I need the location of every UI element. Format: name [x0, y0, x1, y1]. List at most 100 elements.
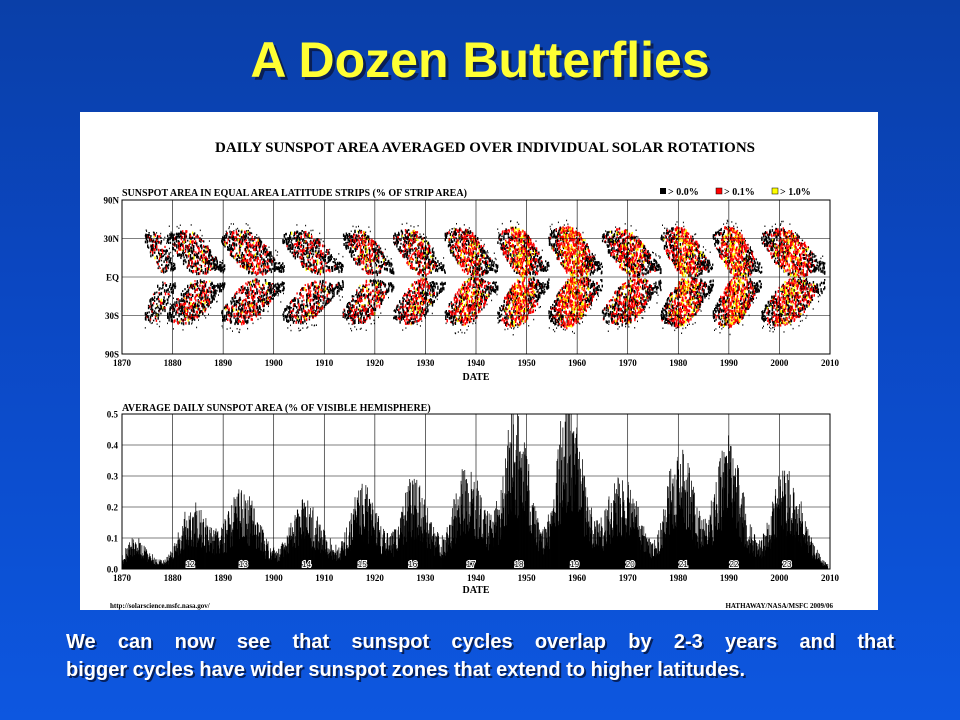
butterfly-mark-1571: [244, 302, 247, 306]
butterfly-mark-893: [200, 241, 202, 243]
butterfly-mark-3094: [348, 242, 350, 246]
butterfly-mark-1612: [246, 283, 248, 286]
butterfly-mark-439: [177, 253, 179, 257]
butterfly-mark-695: [190, 283, 193, 286]
butterfly-mark-1132: [214, 289, 217, 293]
butterfly-mark-1851: [256, 305, 258, 310]
butterfly-mark-2796: [318, 268, 320, 271]
butterfly-mark-916: [201, 294, 203, 298]
butterfly-mark-2090: [270, 285, 272, 288]
butterfly-mark-1967: [262, 298, 264, 301]
butterfly-mark-2230: [286, 318, 288, 323]
butterfly-mark-2538: [306, 318, 308, 322]
butterfly-mark-696: [190, 296, 193, 299]
butterfly-mark-3703: [377, 300, 379, 304]
butterfly-mark-1352: [233, 300, 236, 303]
butterfly-mark-4819: [452, 252, 455, 254]
butterfly-mark-4142: [411, 301, 413, 305]
butterfly-mark-1725: [250, 318, 253, 321]
butterfly-mark-2648: [311, 298, 313, 302]
butterfly-mark-1541: [243, 263, 246, 267]
butterfly-mark-619: [187, 306, 189, 309]
butterfly-mark-1025: [207, 270, 209, 273]
butterfly-mark-547: [183, 237, 185, 241]
butterfly-mark-1959: [262, 263, 264, 266]
butterfly-mark-3888: [397, 304, 399, 308]
butterfly-mark-1105: [212, 291, 214, 294]
butterfly-mark-1846: [256, 234, 258, 236]
butterfly-mark-3980: [404, 319, 406, 322]
butterfly-mark-4919: [457, 239, 459, 241]
butterfly-mark-1037: [207, 304, 209, 308]
butterfly-mark-4228: [414, 303, 417, 306]
butterfly-mark-4811: [452, 244, 454, 247]
butterfly-mark-1358: [234, 255, 236, 258]
butterfly-mark-1926: [260, 242, 262, 246]
butterfly-mark-252: [164, 258, 167, 261]
butterfly-mark-1058: [208, 260, 211, 263]
butterfly-mark-2313: [293, 243, 296, 246]
butterfly-mark-2580: [308, 243, 310, 246]
butterfly-mark-221: [162, 281, 164, 284]
butterfly-mark-4596: [429, 255, 432, 258]
butterfly-mark-1469: [240, 244, 243, 247]
butterfly-mark-1511: [242, 319, 244, 324]
butterfly-mark-573: [184, 254, 187, 257]
butterfly-mark-1577: [245, 259, 247, 263]
butterfly-mark-2714: [314, 271, 316, 274]
butterfly-mark-222: [162, 286, 164, 289]
butterfly-mark-1940: [261, 270, 263, 274]
butterfly-mark-535: [182, 262, 185, 266]
butterfly-mark-92: [153, 236, 155, 238]
butterfly-mark-1971: [263, 265, 265, 267]
butterfly-mark-2391: [298, 236, 301, 240]
butterfly-mark-2280: [290, 329, 292, 332]
butterfly-mark-4721: [443, 257, 445, 259]
butterfly-mark-4434: [422, 239, 424, 243]
butterfly-mark-1615: [246, 311, 248, 315]
butterfly-mark-3838: [390, 258, 392, 260]
butterfly-mark-4859: [454, 304, 457, 308]
butterfly-mark-2054: [268, 270, 270, 272]
butterfly-mark-305: [170, 268, 172, 272]
butterfly-mark-368: [170, 316, 172, 319]
butterfly-mark-512: [181, 249, 183, 251]
butterfly-mark-273: [166, 249, 168, 252]
butterfly-mark-402: [173, 319, 175, 324]
butterfly-mark-1: [144, 240, 147, 244]
butterfly-mark-428: [176, 246, 178, 249]
butterfly-mark-1997: [264, 262, 266, 266]
butterfly-mark-1436: [238, 238, 241, 241]
butterfly-mark-1507: [242, 264, 244, 267]
butterfly-mark-2712: [314, 270, 316, 272]
butterfly-mark-2126: [273, 290, 276, 293]
butterfly-mark-151: [157, 267, 159, 270]
butterfly-mark-1036: [207, 294, 209, 297]
butterfly-mark-31: [147, 318, 150, 322]
butterfly-mark-2303: [292, 299, 294, 302]
butterfly-mark-2861: [322, 302, 324, 305]
butterfly-mark-3132: [350, 319, 353, 322]
butterfly-mark-2372: [297, 308, 299, 313]
butterfly-mark-635: [187, 288, 190, 292]
butterfly-mark-871: [198, 307, 201, 311]
butterfly-mark-2330: [294, 256, 296, 260]
butterfly-mark-1885: [258, 298, 260, 301]
butterfly-mark-1849: [256, 260, 258, 263]
butterfly-mark-1568: [244, 236, 247, 239]
butterfly-mark-2224: [285, 232, 287, 236]
butterfly-mark-3793: [384, 283, 387, 286]
butterfly-mark-1142: [216, 264, 218, 268]
butterfly-mark-1170: [219, 288, 221, 291]
butterfly-mark-33: [147, 307, 150, 310]
butterfly-mark-90: [152, 298, 155, 301]
butterfly-mark-777: [194, 280, 196, 282]
butterfly-mark-3815: [388, 259, 390, 262]
butterfly-mark-1337: [233, 308, 235, 312]
butterfly-mark-2424: [300, 245, 302, 248]
butterfly-mark-2108: [272, 283, 274, 285]
butterfly-mark-4870: [455, 312, 457, 316]
butterfly-mark-32: [147, 304, 150, 307]
butterfly-mark-3747: [380, 312, 382, 314]
butterfly-mark-4354: [419, 305, 421, 309]
